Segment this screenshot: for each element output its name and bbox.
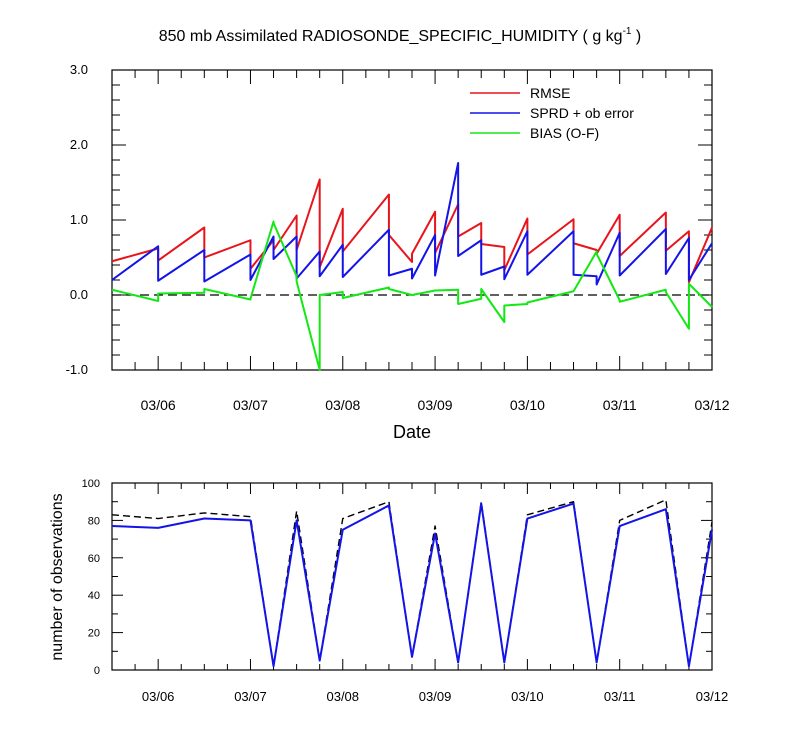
bottom-x-tick-label: 03/08 <box>326 689 359 704</box>
y-axis-label-observations: number of observations <box>49 493 66 660</box>
top-y-tick-label: 3.0 <box>70 62 88 77</box>
top-y-tick-label: 1.0 <box>70 212 88 227</box>
top-series-rmse <box>111 178 713 284</box>
top-x-tick-label: 03/07 <box>233 397 268 413</box>
bottom-y-tick-label: 60 <box>88 553 100 565</box>
bottom-series-observations-assimilated <box>111 502 713 668</box>
bottom-x-tick-label: 03/11 <box>604 689 636 704</box>
bottom-panel: 03/06 03/07 03/08 03/09 03/10 03/11 03/12 0 20 40… <box>49 478 728 704</box>
bottom-x-tick-label: 03/07 <box>234 689 267 704</box>
legend-label-bias: BIAS (O-F) <box>530 125 599 141</box>
bottom-y-tick-label: 40 <box>88 590 100 602</box>
top-y-tick-label: 2.0 <box>70 137 88 152</box>
legend: RMSE SPRD + ob error BIAS (O-F) <box>470 85 634 141</box>
top-x-tick-label: 03/11 <box>603 397 637 413</box>
bottom-x-tick-label: 03/09 <box>419 689 452 704</box>
top-y-tick-label: 0.0 <box>70 287 88 302</box>
chart-title: 850 mb Assimilated RADIOSONDE_SPECIFIC_H… <box>159 26 642 45</box>
bottom-x-tick-label: 03/10 <box>511 689 544 704</box>
x-axis-label: Date <box>393 422 431 442</box>
top-x-tick-label: 03/08 <box>325 397 360 413</box>
bottom-x-tick-label: 03/06 <box>142 689 175 704</box>
top-y-tick-label: -1.0 <box>66 362 88 377</box>
top-series-sprd-ob-error <box>111 162 713 286</box>
top-x-tick-label: 03/06 <box>141 397 176 413</box>
top-x-tick-label: 03/12 <box>694 397 729 413</box>
bottom-y-tick-label: 80 <box>88 515 100 527</box>
legend-label-sprd: SPRD + ob error <box>530 105 634 121</box>
bottom-y-tick-label: 100 <box>82 478 100 490</box>
top-panel: 03/06 03/07 03/08 03/09 03/10 03/11 03/12 -1.0 0… <box>66 62 730 442</box>
top-x-tick-label: 03/09 <box>418 397 453 413</box>
bottom-plot-frame <box>111 482 713 671</box>
bottom-y-tick-label: 0 <box>94 665 100 677</box>
legend-label-rmse: RMSE <box>530 85 570 101</box>
bottom-y-tick-label: 20 <box>88 628 100 640</box>
bottom-x-tick-label: 03/12 <box>696 689 729 704</box>
top-series-bias-o-f <box>111 220 713 371</box>
top-x-tick-label: 03/10 <box>510 397 545 413</box>
